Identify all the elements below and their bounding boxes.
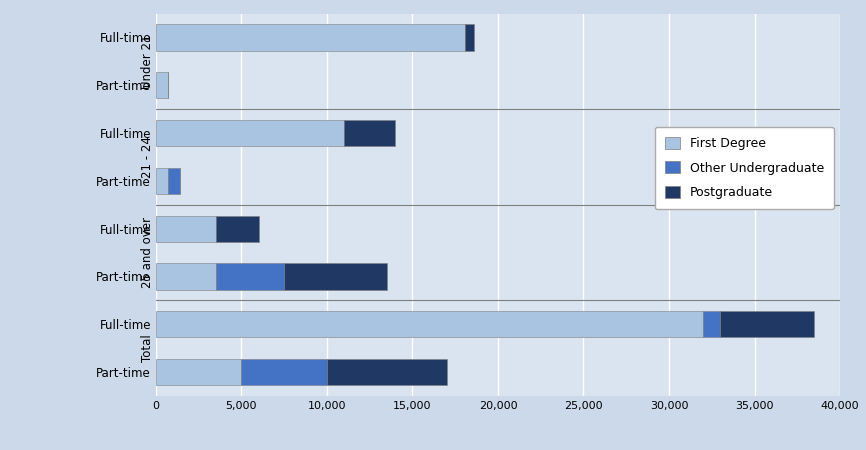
Bar bbox=[344, 120, 395, 146]
Bar bbox=[168, 168, 180, 194]
Bar bbox=[721, 311, 814, 338]
Legend: First Degree, Other Undergraduate, Postgraduate: First Degree, Other Undergraduate, Postg… bbox=[655, 127, 834, 209]
Bar bbox=[156, 359, 242, 385]
Bar bbox=[156, 311, 703, 338]
Text: Under 21: Under 21 bbox=[140, 34, 154, 89]
Bar bbox=[284, 263, 387, 290]
Bar bbox=[465, 24, 474, 50]
Bar bbox=[703, 311, 721, 338]
Bar bbox=[216, 216, 259, 242]
Bar bbox=[156, 72, 168, 99]
Text: Total: Total bbox=[140, 334, 154, 362]
Bar bbox=[156, 216, 216, 242]
Bar bbox=[216, 263, 284, 290]
Bar bbox=[326, 359, 447, 385]
Text: 25 and over: 25 and over bbox=[140, 217, 154, 288]
Bar bbox=[156, 168, 168, 194]
Bar bbox=[156, 263, 216, 290]
Bar bbox=[156, 120, 344, 146]
Bar bbox=[242, 359, 326, 385]
Bar bbox=[156, 24, 465, 50]
Text: 21 - 24: 21 - 24 bbox=[140, 136, 154, 178]
